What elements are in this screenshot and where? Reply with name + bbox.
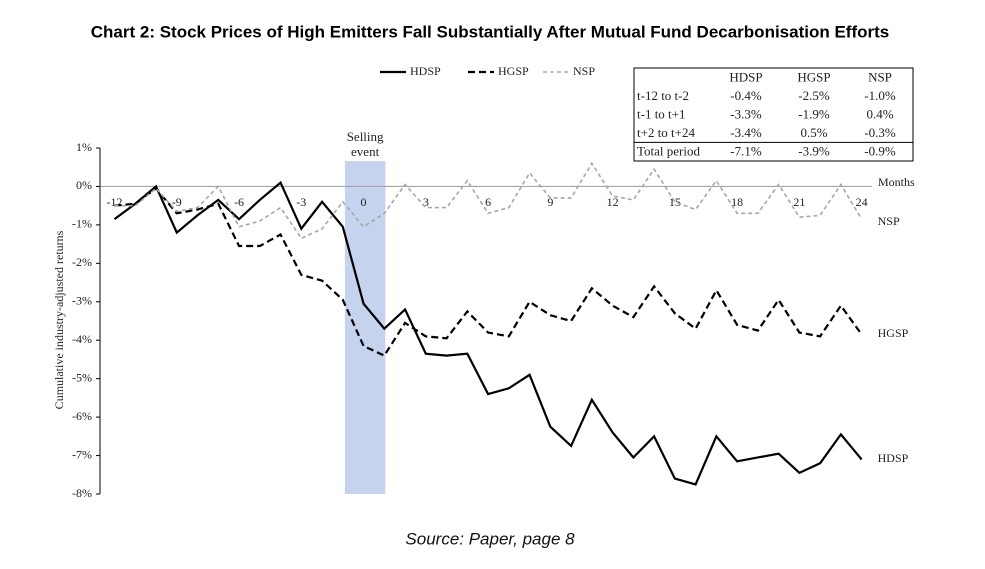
- table-header: HDSP: [729, 69, 762, 84]
- table-header: NSP: [868, 69, 892, 84]
- annotation: Selling event: [346, 129, 384, 159]
- x-tick-label: 0: [361, 195, 367, 209]
- y-tick-label: 0%: [76, 178, 92, 192]
- table-cell: 0.4%: [866, 106, 893, 121]
- y-tick-label: -4%: [72, 332, 92, 346]
- x-tick-label: 6: [485, 195, 491, 209]
- legend-label: HGSP: [498, 64, 529, 78]
- series-end-label: HDSP: [878, 451, 909, 465]
- y-tick-label: -8%: [72, 486, 92, 500]
- x-tick-label: -3: [296, 195, 306, 209]
- series-line: [113, 180, 863, 486]
- chart-title: Chart 2: Stock Prices of High Emitters F…: [91, 22, 890, 41]
- y-axis-title: Cumulative industry-adjusted returns: [52, 230, 66, 409]
- y-tick-label: -6%: [72, 409, 92, 423]
- y-tick-label: -5%: [72, 370, 92, 384]
- y-tick-label: -1%: [72, 217, 92, 231]
- table-row-label: t-12 to t-2: [637, 88, 689, 103]
- shaded-region: [344, 161, 386, 494]
- table-row-label: Total period: [637, 144, 700, 159]
- table-row-label: t+2 to t+24: [637, 125, 695, 140]
- table-cell: -1.9%: [798, 106, 830, 121]
- x-tick-label: -12: [107, 195, 123, 209]
- table-cell: -0.3%: [864, 125, 896, 140]
- x-tick-label: -6: [234, 195, 244, 209]
- table-cell: -0.9%: [864, 144, 896, 159]
- series-line: [114, 186, 863, 358]
- table-cell: -1.0%: [864, 88, 896, 103]
- legend-label: NSP: [573, 64, 595, 78]
- y-tick-label: -2%: [72, 255, 92, 269]
- x-tick-label: 3: [423, 195, 429, 209]
- y-tick-label: -7%: [72, 447, 92, 461]
- x-tick-label: -9: [172, 195, 182, 209]
- y-tick-label: 1%: [76, 140, 92, 154]
- table-cell: -3.3%: [730, 106, 762, 121]
- table-cell: -0.4%: [730, 88, 762, 103]
- series-end-label: HGSP: [878, 326, 909, 340]
- table-row-label: t-1 to t+1: [637, 106, 686, 121]
- table-cell: -3.4%: [730, 125, 762, 140]
- x-tick-label: 9: [547, 195, 553, 209]
- x-tick-label: 15: [669, 195, 681, 209]
- x-tick-label: 24: [856, 195, 868, 209]
- x-tick-label: 18: [731, 195, 743, 209]
- table-header: HGSP: [797, 69, 830, 84]
- table-cell: -7.1%: [730, 144, 762, 159]
- series-end-label: NSP: [878, 214, 900, 228]
- x-tick-label: 12: [607, 195, 619, 209]
- table-border: [633, 67, 914, 162]
- series-line: [114, 161, 863, 240]
- legend-label: HDSP: [410, 64, 441, 78]
- table-cell: -2.5%: [798, 88, 830, 103]
- table-cell: 0.5%: [800, 125, 827, 140]
- source-note: Source: Paper, page 8: [405, 529, 575, 548]
- table-cell: -3.9%: [798, 144, 830, 159]
- x-axis-title: Months: [878, 175, 915, 189]
- x-tick-label: 21: [793, 195, 805, 209]
- y-tick-label: -3%: [72, 294, 92, 308]
